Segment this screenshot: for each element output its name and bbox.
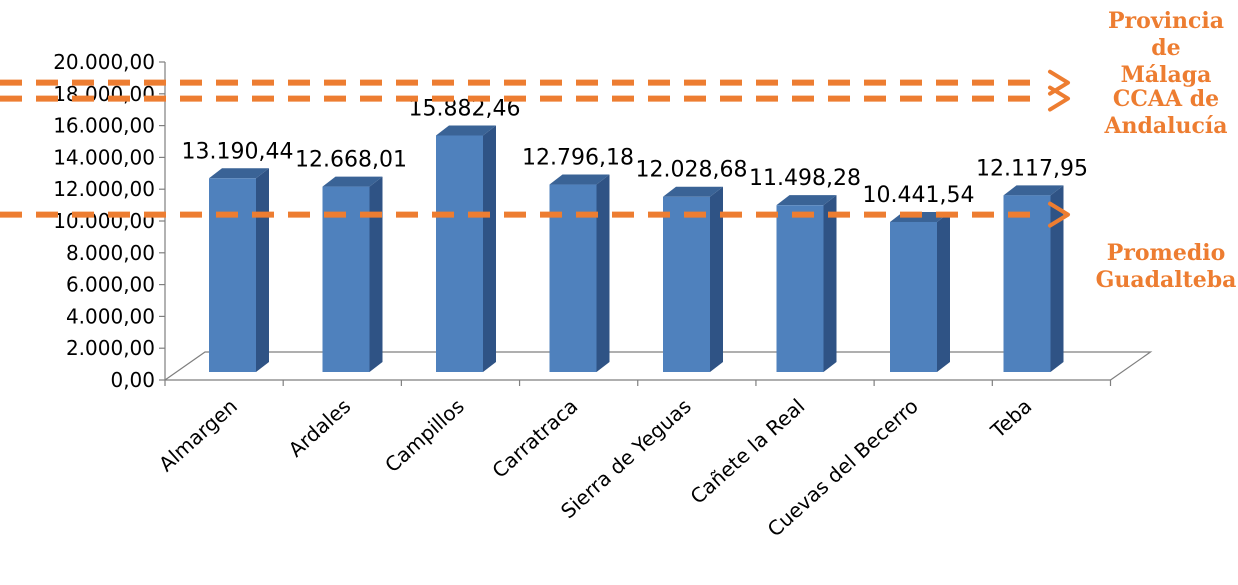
- reference-line: Promedio Guadalteba: [0, 201, 1237, 293]
- data-label: 15.882,46: [409, 96, 521, 121]
- y-tick-label: 0,00: [110, 368, 155, 392]
- bar-front: [776, 205, 824, 372]
- bars: [209, 125, 1064, 372]
- floor: [164, 351, 1153, 381]
- bar: [549, 174, 610, 372]
- reference-label-line: CCAA de: [1113, 86, 1219, 112]
- y-tick-label: 4.000,00: [66, 304, 155, 328]
- bar: [322, 176, 383, 372]
- bar-side: [596, 174, 610, 372]
- y-tick-label: 20.000,00: [53, 50, 155, 74]
- data-label: 13.190,44: [182, 139, 294, 164]
- bar-side: [483, 125, 496, 372]
- bar: [663, 186, 723, 372]
- y-tick-label: 12.000,00: [53, 177, 155, 201]
- bar: [1003, 185, 1064, 372]
- category-label: Campillos: [380, 394, 469, 477]
- bar-front: [890, 221, 937, 372]
- bar-side: [823, 195, 837, 372]
- category-label: Cañete la Real: [686, 394, 810, 509]
- category-label: Ardales: [284, 394, 356, 462]
- reference-line: Provincia de Málaga: [0, 8, 1224, 96]
- bar: [209, 168, 269, 372]
- y-tick-label: 2.000,00: [66, 336, 155, 360]
- data-label: 12.796,18: [522, 146, 634, 171]
- bar: [776, 195, 837, 372]
- bar-top: [209, 168, 269, 179]
- bar-top: [1003, 185, 1064, 196]
- bar-side: [937, 211, 950, 372]
- y-ticks: 0,00 2.000,00 4.000,00 6.000,00 8.000,00 10.0…: [53, 50, 1112, 392]
- y-tick-label: 18.000,00: [53, 82, 155, 106]
- arrow-icon: [1048, 201, 1070, 228]
- reference-label-line: Andalucía: [1103, 113, 1227, 139]
- bar-side: [369, 176, 383, 372]
- bar-top: [436, 125, 496, 136]
- axes: [164, 62, 1111, 381]
- bar-top: [322, 176, 383, 187]
- bar: [436, 125, 496, 372]
- y-tick-label: 16.000,00: [53, 114, 155, 138]
- category-label: Almargen: [154, 394, 242, 476]
- y-tick-label: 14.000,00: [53, 145, 155, 169]
- category-label: Teba: [985, 394, 1036, 443]
- y-tick-label: 6.000,00: [66, 273, 155, 297]
- bar-side: [256, 168, 269, 372]
- reference-label: Promedio Guadalteba: [1096, 240, 1237, 293]
- bar-top: [663, 186, 723, 197]
- reference-label-line: de: [1151, 35, 1180, 61]
- bar-side: [710, 186, 723, 372]
- data-label: 10.441,54: [863, 183, 975, 208]
- chart-floor: [164, 351, 1153, 381]
- bar-top: [776, 195, 837, 206]
- bar-front: [663, 196, 710, 372]
- reference-label-line: Guadalteba: [1096, 267, 1237, 293]
- reference-label-line: Provincia: [1108, 8, 1224, 34]
- bar-side: [1050, 185, 1064, 372]
- data-label: 12.668,01: [295, 148, 407, 173]
- bar: [890, 211, 950, 372]
- category-labels: Almargen Ardales Campillos CarratracaSierra…: [154, 394, 1036, 542]
- bar-front: [209, 178, 256, 372]
- data-label: 12.028,68: [636, 158, 748, 183]
- reference-line: CCAA de Andalucía: [0, 85, 1228, 139]
- reference-label-line: Málaga: [1121, 62, 1212, 88]
- reference-label: Provincia de Málaga: [1108, 8, 1224, 88]
- y-tick-label: 10.000,00: [53, 209, 155, 233]
- data-label: 11.498,28: [749, 166, 861, 191]
- y-tick-label: 8.000,00: [66, 241, 155, 265]
- reference-label-line: Promedio: [1107, 240, 1226, 266]
- category-label: Carratraca: [487, 394, 582, 483]
- data-label: 12.117,95: [976, 156, 1088, 181]
- bar-front: [1003, 195, 1051, 372]
- reference-label: CCAA de Andalucía: [1103, 86, 1227, 139]
- bar-top: [549, 174, 610, 185]
- bar-front: [436, 135, 483, 372]
- arrow-icon: [1048, 85, 1070, 112]
